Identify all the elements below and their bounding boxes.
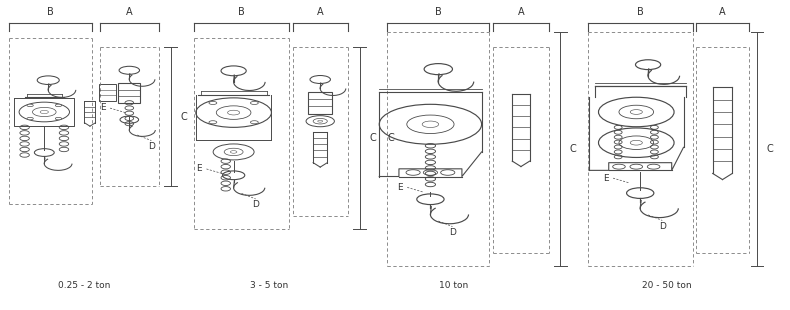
Text: C: C xyxy=(369,133,376,143)
Circle shape xyxy=(209,121,216,124)
Circle shape xyxy=(209,101,216,104)
Text: B: B xyxy=(637,7,644,17)
Circle shape xyxy=(55,104,62,107)
Text: 3 - 5 ton: 3 - 5 ton xyxy=(250,281,288,290)
Circle shape xyxy=(55,117,62,120)
Text: A: A xyxy=(317,7,324,17)
Text: A: A xyxy=(719,7,726,17)
Text: 10 ton: 10 ton xyxy=(439,281,468,290)
Text: D: D xyxy=(659,222,666,231)
Text: E: E xyxy=(197,164,202,173)
Text: 0.25 - 2 ton: 0.25 - 2 ton xyxy=(58,281,111,290)
Text: E: E xyxy=(603,174,609,183)
Text: D: D xyxy=(252,200,259,209)
Text: B: B xyxy=(47,7,54,17)
Text: C: C xyxy=(387,133,394,143)
Circle shape xyxy=(27,117,33,120)
Text: C: C xyxy=(766,144,773,154)
Text: A: A xyxy=(517,7,525,17)
Text: D: D xyxy=(148,142,155,151)
Text: 20 - 50 ton: 20 - 50 ton xyxy=(641,281,691,290)
Text: B: B xyxy=(238,7,245,17)
Text: A: A xyxy=(126,7,133,17)
Text: D: D xyxy=(449,228,456,237)
Text: B: B xyxy=(435,7,442,17)
Circle shape xyxy=(250,121,258,124)
Text: C: C xyxy=(570,144,577,154)
Text: E: E xyxy=(397,183,403,192)
Text: C: C xyxy=(180,112,187,122)
Circle shape xyxy=(27,104,33,107)
Text: E: E xyxy=(100,104,106,113)
Circle shape xyxy=(250,101,258,104)
